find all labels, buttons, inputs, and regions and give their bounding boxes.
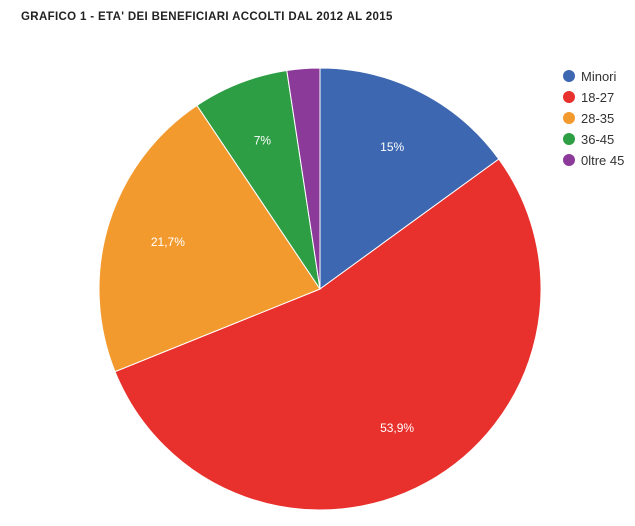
pie-data-label: 53,9%: [380, 421, 414, 435]
pie-data-labels: 15% 53,9% 21,7% 7%: [151, 134, 415, 436]
pie-data-label: 21,7%: [151, 235, 185, 249]
legend-swatch: [563, 91, 575, 103]
legend-item[interactable]: 0ltre 45: [563, 151, 624, 169]
chart-title: GRAFICO 1 - ETA' DEI BENEFICIARI ACCOLTI…: [21, 11, 393, 23]
legend-label: 0ltre 45: [581, 152, 625, 168]
legend-item[interactable]: 36-45: [563, 130, 624, 148]
pie-slice-0ltre-45: [286, 67, 321, 290]
chart-legend: Minori 18-27 28-35 36-45 0ltre 45: [563, 67, 624, 172]
legend-label: 36-45: [581, 131, 615, 147]
pie-data-label: 15%: [380, 140, 404, 154]
pie-slices: [98, 67, 542, 511]
legend-item[interactable]: 18-27: [563, 88, 624, 106]
legend-swatch: [563, 112, 575, 124]
legend-swatch: [563, 133, 575, 145]
legend-label: Minori: [581, 68, 617, 84]
legend-label: 28-35: [581, 110, 615, 126]
legend-item[interactable]: 28-35: [563, 109, 624, 127]
pie-slice-18-27: [114, 158, 542, 511]
pie-data-label: 7%: [254, 134, 272, 148]
pie-slice-minori: [319, 67, 500, 290]
legend-swatch: [563, 154, 575, 166]
pie-slice-28-35: [98, 104, 321, 373]
legend-swatch: [563, 70, 575, 82]
legend-label: 18-27: [581, 89, 615, 105]
legend-item[interactable]: Minori: [563, 67, 624, 85]
